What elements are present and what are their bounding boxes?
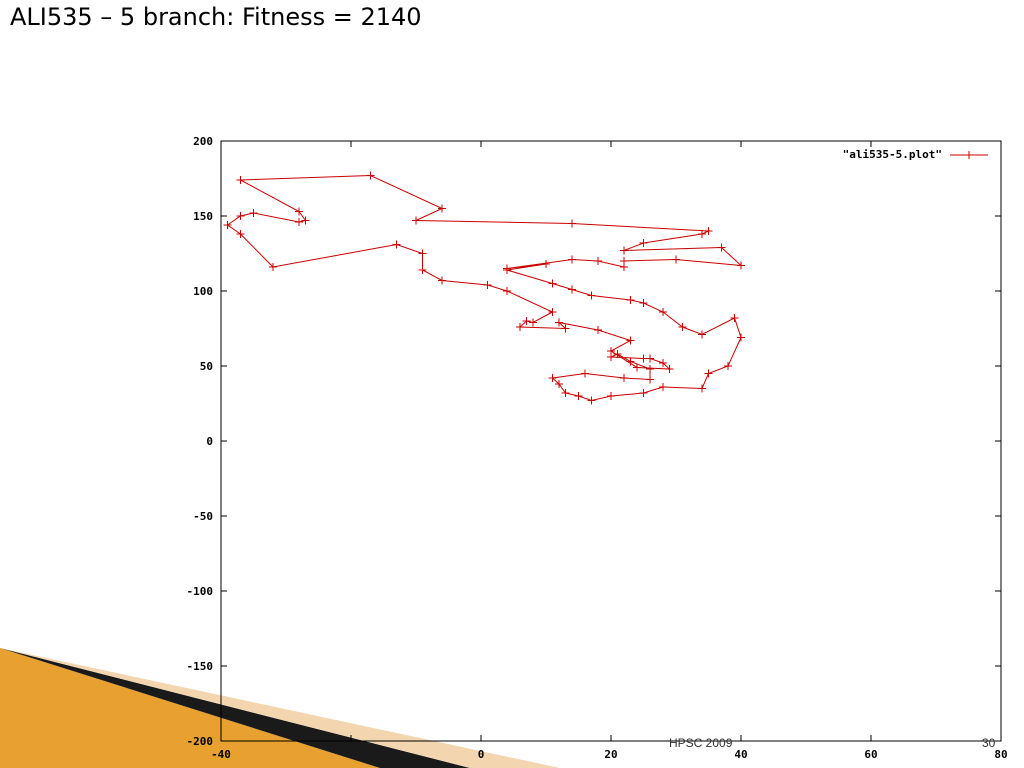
data-point bbox=[548, 374, 557, 382]
data-point bbox=[574, 392, 583, 400]
data-point bbox=[639, 299, 648, 307]
x-tick-label: 60 bbox=[864, 748, 877, 761]
data-point bbox=[646, 354, 654, 363]
data-point bbox=[672, 255, 680, 264]
series-group bbox=[223, 171, 745, 405]
data-point bbox=[646, 375, 654, 384]
legend: "ali535-5.plot" bbox=[843, 148, 988, 161]
data-point bbox=[438, 276, 446, 285]
data-point bbox=[516, 323, 524, 331]
data-point bbox=[717, 243, 726, 252]
data-point bbox=[561, 389, 570, 397]
x-tick-label: -40 bbox=[211, 748, 231, 761]
data-point bbox=[587, 291, 596, 300]
data-point bbox=[698, 330, 706, 339]
data-point bbox=[698, 384, 706, 393]
legend-label: "ali535-5.plot" bbox=[843, 148, 942, 161]
data-point bbox=[646, 365, 654, 373]
footer-text: HPSC 2009 bbox=[669, 736, 733, 750]
data-point bbox=[620, 374, 628, 382]
x-tick-label: 20 bbox=[604, 748, 617, 761]
data-point bbox=[698, 230, 706, 238]
data-point bbox=[503, 287, 511, 295]
data-point bbox=[659, 383, 667, 391]
data-point bbox=[412, 216, 420, 225]
data-point bbox=[626, 357, 635, 366]
data-point bbox=[503, 266, 511, 274]
x-tick-label: 0 bbox=[478, 748, 485, 761]
data-point bbox=[542, 260, 550, 268]
data-point bbox=[737, 333, 745, 342]
data-point bbox=[587, 396, 596, 405]
data-point bbox=[555, 380, 563, 388]
y-tick-label: -100 bbox=[187, 585, 214, 598]
slide-title: ALI535 – 5 branch: Fitness = 2140 bbox=[10, 3, 422, 31]
data-point bbox=[548, 308, 557, 316]
y-tick-label: 50 bbox=[200, 360, 213, 373]
data-point bbox=[418, 266, 427, 274]
series-line bbox=[226, 174, 743, 402]
data-point bbox=[301, 216, 310, 225]
data-point bbox=[418, 249, 427, 258]
data-point bbox=[249, 209, 258, 217]
data-point bbox=[620, 246, 628, 255]
data-point bbox=[438, 204, 446, 213]
data-point bbox=[724, 362, 732, 370]
data-point bbox=[295, 207, 303, 216]
data-point bbox=[607, 347, 615, 355]
data-point bbox=[561, 324, 570, 333]
data-point bbox=[607, 392, 615, 400]
data-point bbox=[568, 255, 576, 264]
y-tick-label: 100 bbox=[193, 285, 213, 298]
slide-number: 30 bbox=[982, 736, 996, 750]
data-point bbox=[483, 281, 492, 289]
y-tick-label: 200 bbox=[193, 135, 213, 148]
y-tick-label: -200 bbox=[187, 735, 214, 748]
data-point bbox=[223, 221, 232, 229]
data-point bbox=[639, 389, 648, 397]
data-point bbox=[665, 365, 674, 373]
data-point bbox=[236, 230, 245, 238]
data-point bbox=[568, 285, 576, 294]
data-point bbox=[594, 257, 602, 265]
data-point bbox=[366, 171, 375, 180]
data-point bbox=[555, 318, 563, 327]
data-point bbox=[581, 369, 589, 378]
data-point bbox=[568, 219, 576, 228]
data-point bbox=[269, 263, 277, 271]
data-point bbox=[236, 212, 245, 220]
decoration-light-wedge bbox=[0, 648, 560, 768]
data-point bbox=[529, 318, 537, 327]
data-point bbox=[639, 239, 648, 247]
data-point bbox=[626, 296, 635, 304]
axis-ticks: 200 150 100 50 0 -50 -100 -150 -200-40 0 20 40 60 80 bbox=[187, 135, 1008, 761]
data-point bbox=[678, 323, 687, 331]
data-point bbox=[737, 261, 745, 270]
y-tick-label: -150 bbox=[187, 660, 214, 673]
data-point bbox=[704, 227, 713, 235]
data-point bbox=[295, 218, 303, 226]
data-point bbox=[594, 326, 602, 334]
data-point bbox=[620, 263, 628, 271]
data-point bbox=[704, 369, 713, 378]
data-point bbox=[730, 314, 739, 322]
data-point bbox=[236, 176, 245, 184]
plot-frame bbox=[220, 140, 1002, 742]
y-tick-label: -50 bbox=[193, 510, 213, 523]
data-point bbox=[522, 317, 531, 325]
data-point bbox=[626, 336, 635, 345]
data-point bbox=[659, 359, 667, 367]
data-point bbox=[548, 279, 557, 288]
data-point bbox=[633, 363, 641, 372]
data-point bbox=[392, 240, 401, 249]
corner-decoration bbox=[0, 648, 560, 768]
data-point bbox=[613, 350, 622, 358]
data-point bbox=[659, 308, 667, 316]
y-tick-label: 0 bbox=[206, 435, 213, 448]
x-tick-label: 80 bbox=[994, 748, 1007, 761]
x-tick-label: 40 bbox=[734, 748, 747, 761]
y-tick-label: 150 bbox=[193, 210, 213, 223]
